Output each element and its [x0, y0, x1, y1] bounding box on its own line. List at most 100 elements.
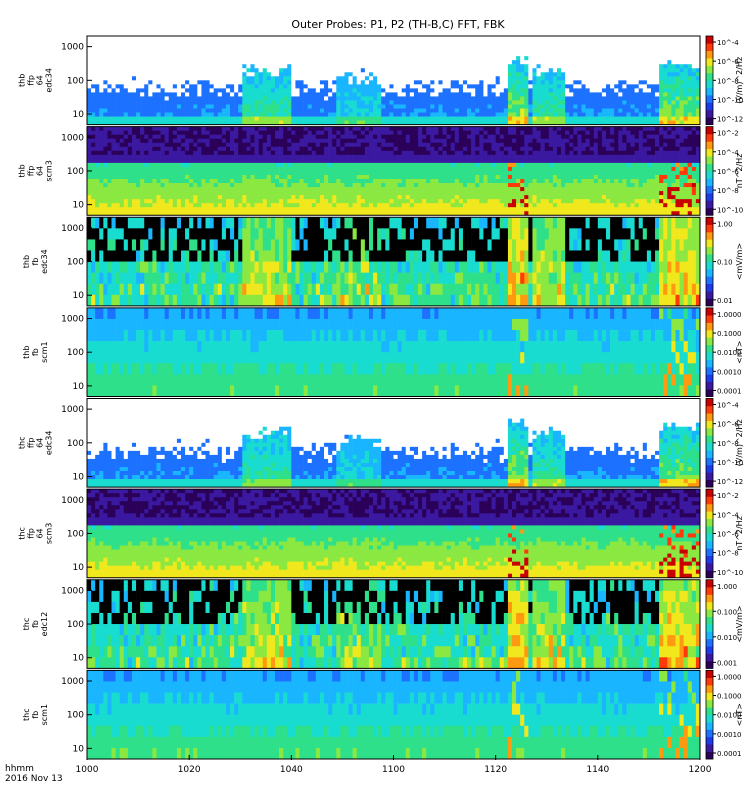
y-tick-label: 1000 [61, 43, 84, 53]
colorbar-tick-label: 10^-8 [717, 550, 739, 558]
y-tick-label: 100 [67, 348, 84, 358]
colorbar-tick-label: 0.100 [717, 608, 737, 616]
y-tick-label: 1000 [61, 405, 84, 415]
colorbar-thb-ffp-s3: 10^-2 10^-4 10^-6 10^-8 10^-10 nT^2/Hz [705, 126, 744, 216]
ylabel-line: fb [31, 620, 40, 628]
ylabel-line: ffp [27, 166, 36, 177]
colorbar-tick-label: 0.001 [717, 659, 737, 667]
y-tick-label: 1000 [61, 133, 84, 143]
colorbar-tick-label: 0.1000 [717, 693, 742, 701]
spectrogram-thc-fb-s1 [87, 670, 701, 760]
colorbar-tick-label: 1.0000 [717, 673, 742, 681]
colorbar-tick-label: 1.00 [717, 220, 733, 228]
ylabel-line: 64 [36, 438, 45, 448]
y-tick-label: 10 [73, 291, 85, 301]
colorbar-thc-ffp-e34: 10^-4 10^-6 10^-8 10^-10 10^-12 (V/m)^2/Hz [705, 398, 744, 488]
x-tick-label: 1100 [382, 765, 405, 775]
ylabel-line: 64 [36, 166, 45, 176]
colorbar-thb-fb-e34: 1.00 0.10 0.01 <mV/m> [705, 216, 744, 307]
ylabel-line: thc [18, 527, 27, 540]
colorbar-label: (V/m)^2/Hz [735, 57, 744, 104]
y-tick-label: 10 [73, 472, 85, 482]
colorbar-label: (V/m)^2/Hz [735, 419, 744, 466]
ylabel-line: scm3 [45, 160, 54, 181]
ylabel-line: thb [18, 74, 27, 87]
colorbar-thc-ffp-s3: 10^-2 10^-4 10^-6 10^-8 10^-10 nT^2/Hz [705, 488, 744, 579]
colorbar-thb-ffp-e34: 10^-4 10^-6 10^-8 10^-10 10^-12 (V/m)^2/Hz [705, 35, 744, 126]
ylabel-line: fb [31, 348, 40, 356]
colorbar-tick-label: 0.0100 [717, 712, 742, 720]
panel-ylabel: thc ffp 64 edc34 [18, 431, 54, 456]
colorbar-label: <mV/m> [735, 605, 744, 642]
colorbar-tick-label: 10^-8 [717, 77, 739, 85]
colorbar-label: <mV/m> [735, 243, 744, 280]
ylabel-line: scm1 [40, 341, 49, 362]
ylabel-line: thc [22, 708, 31, 721]
colorbar-tick-label: 10^-6 [717, 421, 739, 429]
spectrogram-thb-fb-s1 [87, 307, 701, 397]
colorbar-tick-label: 10^-12 [717, 116, 743, 124]
colorbar-tick-label: 0.0010 [717, 731, 742, 739]
colorbar-tick-label: 0.1000 [717, 330, 742, 338]
chart-title: Outer Probes: P1, P2 (TH-B,C) FFT, FBK [291, 18, 505, 31]
ylabel-line: scm1 [40, 704, 49, 725]
colorbar-tick-label: 10^-4 [717, 149, 739, 157]
ylabel-line: scm3 [45, 523, 54, 544]
spectrogram-thc-ffp-e34 [87, 398, 701, 488]
y-tick-label: 1000 [61, 224, 84, 234]
colorbar-tick-label: 10^-10 [717, 206, 743, 214]
y-tick-label: 1000 [61, 315, 84, 325]
colorbar-tick-label: 10^-6 [717, 168, 739, 176]
colorbar-tick-label: 10^-6 [717, 530, 739, 538]
ylabel-line: thc [22, 618, 31, 631]
colorbar-tick-label: 10^-10 [717, 459, 743, 467]
ylabel-line: thc [18, 437, 27, 450]
ylabel-line: fb [31, 711, 40, 719]
panel-ylabel: thb ffp 64 edc34 [18, 68, 54, 93]
colorbar-tick-label: 1.000 [717, 583, 737, 591]
colorbar-tick-label: 0.10 [717, 259, 733, 267]
y-tick-label: 10 [73, 654, 85, 664]
ylabel-line: ffp [27, 75, 36, 86]
y-tick-label: 100 [67, 258, 84, 268]
y-tick-label: 100 [67, 167, 84, 177]
colorbar-tick-label: 0.010 [717, 634, 737, 642]
ylabel-line: edc12 [40, 612, 49, 637]
panel-ylabel: thb ffp 64 scm3 [18, 160, 54, 181]
ylabel-line: thb [22, 346, 31, 359]
ylabel-line: ffp [27, 528, 36, 539]
ylabel-line: edc34 [45, 68, 54, 93]
footer-time-format: hhmm [5, 764, 34, 774]
ylabel-line: thb [22, 255, 31, 268]
y-tick-label: 10 [73, 201, 85, 211]
x-tick-label: 1040 [280, 765, 303, 775]
colorbar-tick-label: 10^-4 [717, 402, 739, 410]
x-tick-label: 1140 [586, 765, 609, 775]
colorbar-tick-label: 10^-4 [717, 39, 739, 47]
ylabel-line: ffp [27, 438, 36, 449]
time-axis: 1000 1020 1040 1100 1120 1140 1200 [76, 755, 712, 775]
colorbar-thc-fb-e12: 1.000 0.100 0.010 0.001 <mV/m> [705, 579, 744, 669]
panel-ylabel: thb fb scm1 [22, 341, 49, 362]
ylabel-line: 64 [36, 75, 45, 85]
y-tick-label: 100 [67, 529, 84, 539]
colorbar-tick-label: 10^-8 [717, 440, 739, 448]
colorbar-tick-label: 1.0000 [717, 311, 742, 319]
colorbar-tick-label: 10^-8 [717, 187, 739, 195]
colorbar-label: nT^2/Hz [735, 154, 744, 189]
spectrogram-thb-fb-e34 [87, 217, 701, 307]
panel-thb-fb-s1: 1000 100 10 thb fb scm1 1.0000 0.1000 0.0100 0.00… [22, 307, 744, 397]
ylabel-line: fb [31, 258, 40, 266]
colorbar-tick-label: 10^-6 [717, 58, 739, 66]
ylabel-line: 64 [36, 528, 45, 538]
spectrogram-thc-fb-e12 [87, 579, 701, 669]
colorbar-tick-label: 10^-2 [717, 492, 739, 500]
x-tick-label: 1200 [689, 765, 712, 775]
colorbar-label: nT^2/Hz [735, 516, 744, 551]
colorbar-tick-label: 0.0010 [717, 368, 742, 376]
